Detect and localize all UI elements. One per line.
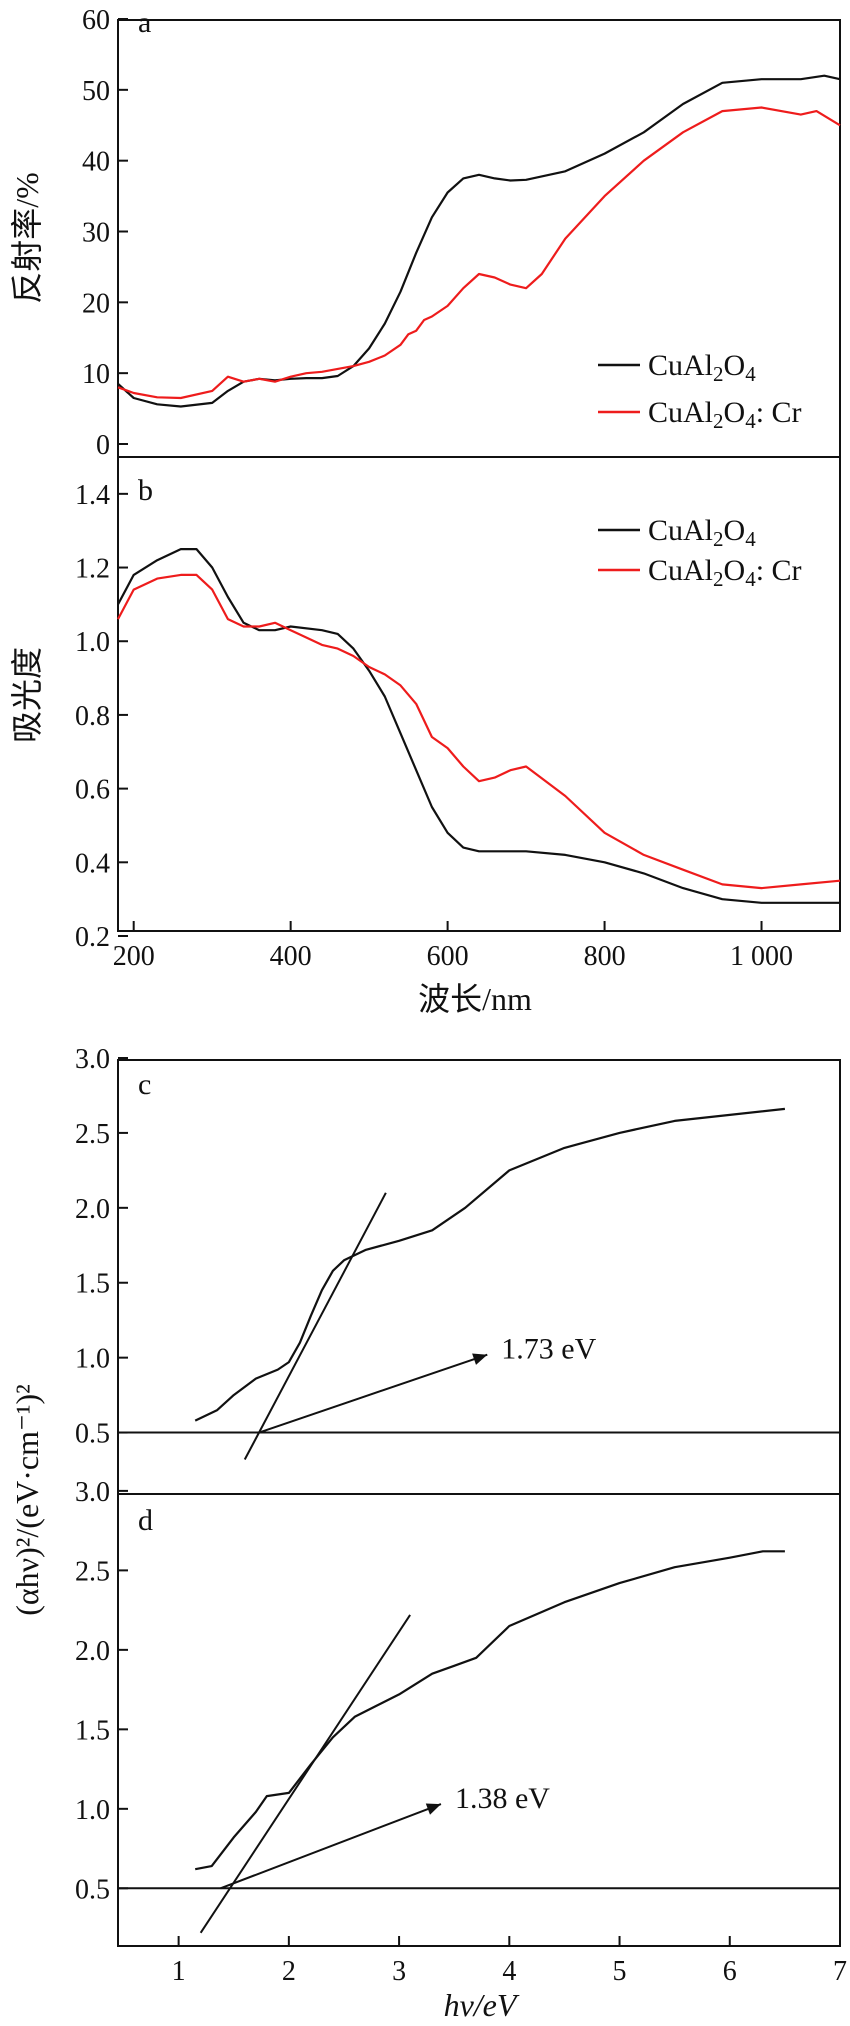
series-line-cual2o4-cr	[117, 106, 841, 400]
panel-c-series: 1.73 eV	[118, 1107, 840, 1460]
panel-a-ylabel: 反射率/%	[9, 172, 45, 304]
panel-c-frame	[117, 1059, 841, 1495]
panel-d-xlabel: hν/eV	[444, 1987, 520, 2023]
ytick-label: 2.0	[75, 1194, 110, 1225]
legend-b-label-doped: CuAl2O4: Cr	[648, 554, 802, 591]
panel-b-legend: CuAl2O4 CuAl2O4: Cr	[598, 514, 802, 591]
panel-c-tauc-pure: c 0.5 1.0 1.5 2.0 2.5 3.0 1.73 eV	[75, 1044, 841, 1495]
shared-ylabel: (αhν)²/(eV·cm⁻¹)²	[9, 1384, 45, 1615]
annotation-arrow-head	[472, 1353, 488, 1365]
xtick-label: 400	[270, 941, 312, 972]
ytick-label: 50	[82, 76, 110, 107]
xtick-label: 6	[723, 1956, 737, 1987]
bandgap-annotation: 1.38 eV	[455, 1782, 550, 1815]
panel-a-legend: CuAl2O4 CuAl2O4: Cr	[598, 349, 802, 433]
ytick-label: 0.5	[75, 1419, 110, 1450]
ytick-label: 1.5	[75, 1715, 110, 1746]
ytick-label: 2.0	[75, 1636, 110, 1667]
panel-d-tauc-doped: d hν/eV (αhν)²/(eV·cm⁻¹)² 0.5 1.0 1.5 2.0 2.…	[9, 1384, 847, 2023]
ytick-label: 0	[96, 430, 110, 461]
panel-b-yticks: 0.2 0.4 0.6 0.8 1.0 1.2 1.4	[75, 480, 128, 953]
xtick-label: 4	[502, 1956, 516, 1987]
ytick-label: 40	[82, 147, 110, 178]
ytick-label: 1.5	[75, 1269, 110, 1300]
panel-b-letter: b	[138, 474, 153, 507]
ytick-label: 1.0	[75, 627, 110, 658]
ytick-label: 0.2	[75, 922, 110, 953]
panel-a-letter: a	[138, 6, 151, 39]
panel-b-xticks: 200 400 600 800 1 000	[113, 921, 793, 972]
ytick-label: 30	[82, 218, 110, 249]
panel-c-letter: c	[138, 1068, 151, 1101]
panel-b-absorbance: b 吸光度 波长/nm 0.2 0.4 0.6 0.8 1.0 1.2 1.4 200 400…	[9, 456, 841, 1017]
ytick-label: 3.0	[75, 1477, 110, 1508]
ytick-label: 3.0	[75, 1044, 110, 1075]
xtick-label: 600	[427, 941, 469, 972]
xtick-label: 1	[172, 1956, 186, 1987]
annotation-arrow-head	[425, 1803, 441, 1815]
series-line-cual2o4	[117, 547, 840, 904]
ytick-label: 0.8	[75, 701, 110, 732]
ytick-label: 1.2	[75, 554, 110, 585]
tangent-line	[243, 1192, 387, 1460]
ytick-label: 20	[82, 288, 110, 319]
ytick-label: 2.5	[75, 1556, 110, 1587]
ytick-label: 60	[82, 5, 110, 36]
panel-b-ylabel: 吸光度	[9, 647, 45, 743]
ytick-label: 1.0	[75, 1795, 110, 1826]
legend-a-label-pure: CuAl2O4	[648, 349, 756, 386]
series-line-cual2o4	[194, 1550, 785, 1871]
ytick-label: 2.5	[75, 1119, 110, 1150]
panel-b-frame	[117, 456, 841, 932]
panel-d-yticks: 0.5 1.0 1.5 2.0 2.5 3.0	[75, 1477, 128, 1905]
panel-a-reflectance: a 反射率/% 0 10 20 30 40 50 60 CuAl2O4 CuAl2O4: C…	[9, 5, 841, 461]
panel-d-frame	[117, 1493, 841, 1947]
xtick-label: 7	[833, 1956, 847, 1987]
series-line-cual2o4	[117, 74, 841, 408]
ytick-label: 1.4	[75, 480, 110, 511]
ytick-label: 10	[82, 359, 110, 390]
panel-c-yticks: 0.5 1.0 1.5 2.0 2.5 3.0	[75, 1044, 128, 1450]
bandgap-annotation: 1.73 eV	[501, 1333, 596, 1366]
ytick-label: 0.5	[75, 1874, 110, 1905]
xtick-label: 1 000	[730, 941, 793, 972]
xtick-label: 200	[113, 941, 155, 972]
ytick-label: 0.6	[75, 775, 110, 806]
panel-a-yticks: 0 10 20 30 40 50 60	[82, 5, 128, 461]
xtick-label: 3	[392, 1956, 406, 1987]
xtick-label: 2	[282, 1956, 296, 1987]
xtick-label: 800	[584, 941, 626, 972]
ytick-label: 1.0	[75, 1344, 110, 1375]
legend-a-label-doped: CuAl2O4: Cr	[648, 396, 802, 433]
legend-b-label-pure: CuAl2O4	[648, 514, 756, 551]
annotation-arrow-shaft	[220, 1803, 442, 1890]
panel-a-series	[117, 74, 841, 408]
panel-b-series	[117, 547, 841, 904]
xtick-label: 5	[613, 1956, 627, 1987]
series-line-cual2o4-cr	[117, 573, 841, 890]
panel-d-letter: d	[138, 1504, 153, 1537]
panel-d-xticks: 1 2 3 4 5 6 7	[172, 1936, 847, 1987]
ytick-label: 0.4	[75, 848, 110, 879]
panel-d-series: 1.38 eV	[118, 1550, 840, 1934]
tangent-line	[199, 1614, 411, 1934]
panel-b-xlabel: 波长/nm	[418, 981, 532, 1017]
series-line-cual2o4	[194, 1107, 786, 1422]
annotation-arrow-shaft	[258, 1353, 488, 1434]
